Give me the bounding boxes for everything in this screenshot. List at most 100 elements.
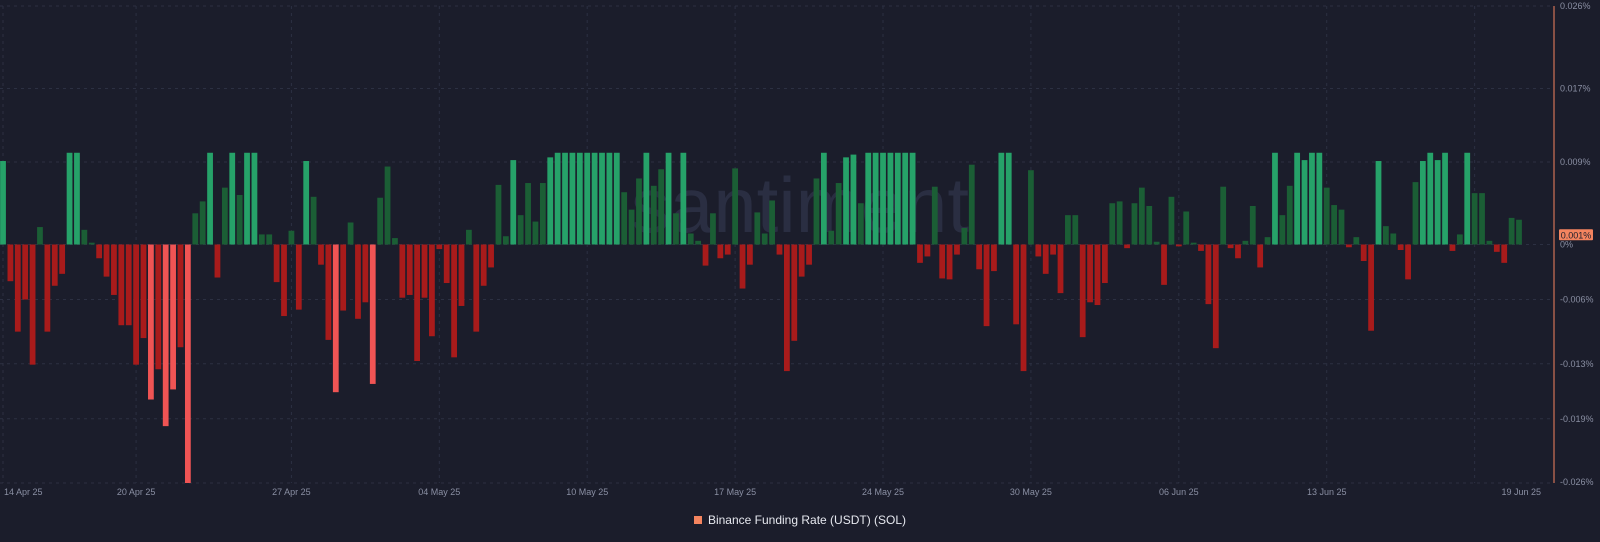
chart-bar[interactable]: [954, 244, 960, 255]
chart-bar[interactable]: [1353, 237, 1360, 245]
chart-bar[interactable]: [650, 185, 657, 245]
chart-bar[interactable]: [887, 152, 894, 245]
chart-bar[interactable]: [1419, 161, 1426, 245]
chart-bar[interactable]: [436, 244, 443, 250]
chart-bar[interactable]: [1331, 205, 1338, 245]
chart-bar[interactable]: [976, 244, 983, 270]
chart-bar[interactable]: [22, 244, 29, 300]
chart-bar[interactable]: [184, 244, 191, 484]
chart-bar[interactable]: [273, 244, 280, 283]
chart-bar[interactable]: [140, 244, 147, 339]
chart-bar[interactable]: [806, 244, 812, 265]
chart-bar[interactable]: [59, 244, 66, 274]
chart-bar[interactable]: [1442, 152, 1448, 245]
chart-bar[interactable]: [968, 164, 975, 245]
chart-bar[interactable]: [340, 244, 347, 311]
chart-bar[interactable]: [687, 233, 694, 245]
chart-bar[interactable]: [155, 244, 162, 370]
chart-bar[interactable]: [258, 234, 265, 245]
chart-bar[interactable]: [244, 152, 250, 245]
chart-bar[interactable]: [377, 197, 384, 245]
chart-bar[interactable]: [798, 244, 805, 277]
chart-bar[interactable]: [96, 244, 103, 259]
chart-bar[interactable]: [133, 244, 139, 365]
chart-bar[interactable]: [924, 244, 931, 257]
chart-bar[interactable]: [1323, 187, 1330, 245]
chart-bar[interactable]: [429, 244, 435, 337]
chart-bar[interactable]: [421, 244, 428, 298]
chart-bar[interactable]: [199, 201, 206, 245]
chart-bar[interactable]: [170, 244, 176, 390]
chart-bar[interactable]: [606, 152, 613, 245]
chart-bar[interactable]: [539, 183, 546, 245]
chart-bar[interactable]: [251, 152, 258, 245]
chart-bar[interactable]: [1279, 215, 1286, 245]
chart-bar[interactable]: [1368, 244, 1374, 331]
chart-bar[interactable]: [784, 244, 790, 372]
chart-bar[interactable]: [1249, 205, 1256, 245]
chart-bar[interactable]: [776, 244, 783, 255]
legend[interactable]: Binance Funding Rate (USDT) (SOL): [0, 513, 1600, 527]
chart-bar[interactable]: [125, 244, 132, 326]
chart-bar[interactable]: [1057, 244, 1064, 294]
chart-bar[interactable]: [961, 227, 968, 245]
chart-bar[interactable]: [621, 192, 628, 245]
chart-bar[interactable]: [547, 157, 554, 245]
chart-bar[interactable]: [236, 194, 243, 245]
chart-bar[interactable]: [517, 215, 524, 245]
chart-bar[interactable]: [820, 152, 827, 245]
chart-bar[interactable]: [917, 244, 923, 263]
chart-bar[interactable]: [1042, 244, 1049, 274]
chart-bar[interactable]: [665, 152, 672, 245]
chart-bar[interactable]: [1508, 217, 1515, 245]
chart-bar[interactable]: [1087, 244, 1093, 303]
chart-bar[interactable]: [1309, 152, 1315, 245]
chart-bar[interactable]: [991, 244, 997, 272]
chart-bar[interactable]: [1146, 205, 1153, 245]
chart-bar[interactable]: [1190, 242, 1197, 245]
chart-bar[interactable]: [7, 244, 14, 282]
chart-bar[interactable]: [414, 244, 421, 362]
chart-bar[interactable]: [724, 244, 731, 255]
chart-bar[interactable]: [1175, 244, 1182, 247]
chart-bar[interactable]: [636, 178, 642, 245]
chart-bar[interactable]: [451, 244, 457, 358]
chart-bar[interactable]: [392, 238, 398, 245]
chart-bar[interactable]: [310, 196, 317, 245]
chart-bar[interactable]: [502, 236, 509, 245]
chart-bar[interactable]: [443, 244, 450, 284]
chart-bar[interactable]: [791, 244, 798, 341]
chart-bar[interactable]: [591, 152, 598, 245]
chart-bar[interactable]: [1456, 234, 1463, 245]
chart-bar[interactable]: [347, 222, 354, 245]
chart-bar[interactable]: [673, 213, 679, 245]
chart-bar[interactable]: [599, 152, 605, 245]
chart-bar[interactable]: [118, 244, 125, 326]
chart-bar[interactable]: [281, 244, 287, 317]
chart-bar[interactable]: [510, 160, 517, 245]
chart-bar[interactable]: [458, 244, 465, 306]
chart-bar[interactable]: [214, 244, 221, 278]
chart-bar[interactable]: [1242, 240, 1249, 245]
chart-bar[interactable]: [1427, 152, 1434, 245]
chart-bar[interactable]: [1065, 215, 1071, 245]
chart-bar[interactable]: [81, 229, 88, 245]
chart-bar[interactable]: [1493, 244, 1500, 252]
chart-bar[interactable]: [384, 166, 391, 245]
chart-bar[interactable]: [362, 244, 369, 303]
chart-bar[interactable]: [902, 152, 909, 245]
chart-bar[interactable]: [1013, 244, 1020, 325]
chart-bar[interactable]: [931, 186, 938, 245]
chart-bar[interactable]: [1360, 244, 1367, 262]
chart-bar[interactable]: [850, 154, 857, 245]
chart-bar[interactable]: [613, 152, 620, 245]
chart-bar[interactable]: [865, 152, 872, 245]
chart-bar[interactable]: [946, 244, 953, 280]
chart-bar[interactable]: [680, 152, 687, 245]
chart-bar[interactable]: [835, 183, 842, 245]
chart-bar[interactable]: [643, 152, 650, 245]
chart-bar[interactable]: [488, 244, 494, 268]
chart-bar[interactable]: [828, 230, 835, 245]
chart-bar[interactable]: [103, 244, 110, 277]
chart-bar[interactable]: [1405, 244, 1411, 280]
